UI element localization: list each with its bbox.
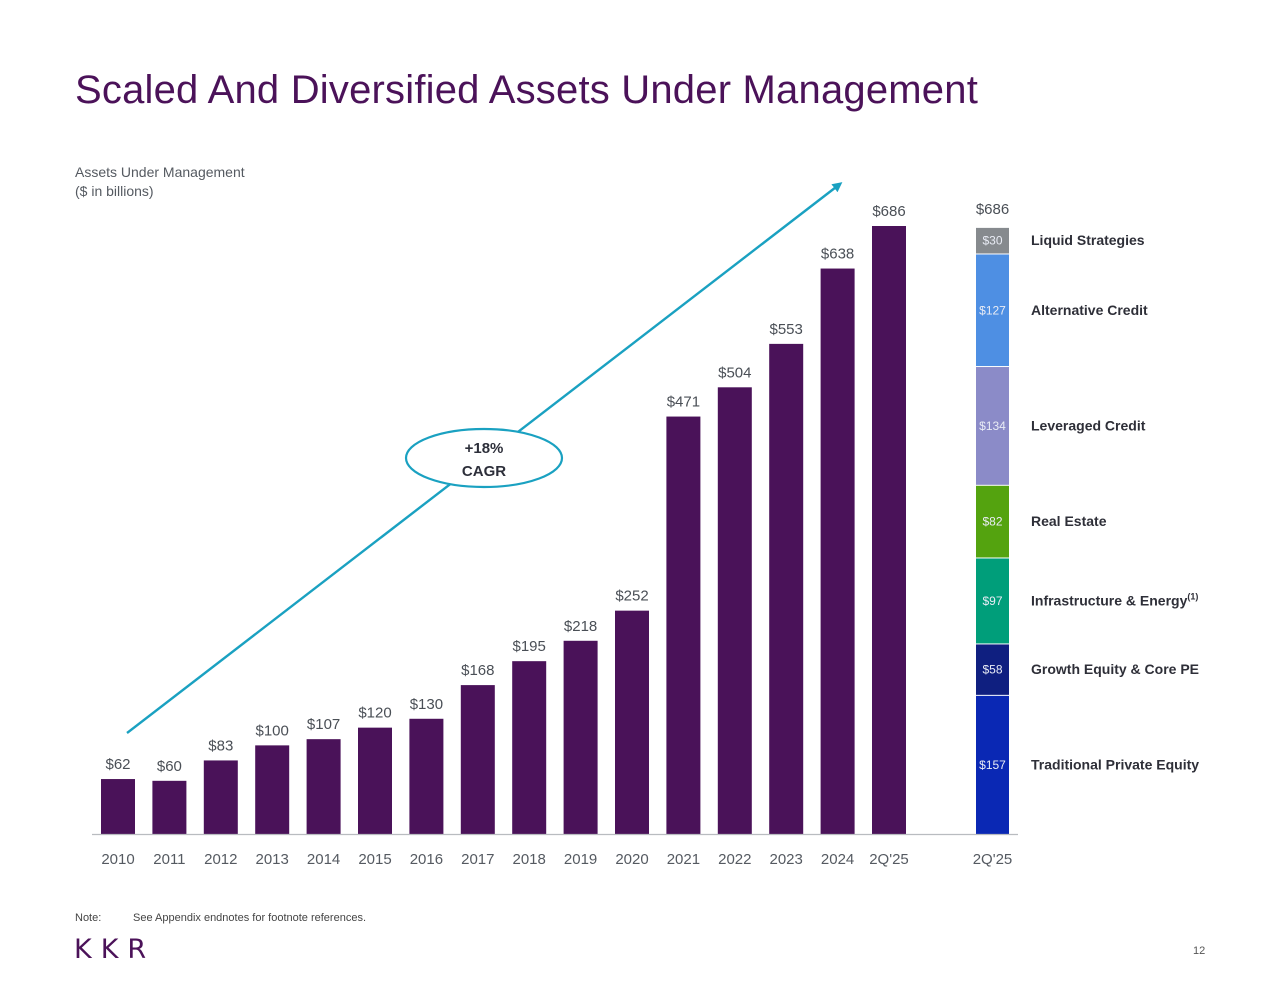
x-tick-2024: 2024 [821,851,854,868]
legend-leveraged-credit: Leveraged Credit [1031,417,1146,433]
bar-2016 [409,718,444,834]
note-text: See Appendix endnotes for footnote refer… [133,912,366,924]
legend-growth-equity-core-pe: Growth Equity & Core PE [1031,661,1199,677]
aum-chart: +18% CAGR $62 $60 $83 $100 $107 $120 $130 $168 $1… [92,182,1199,868]
x-tick-2022: 2022 [718,851,751,868]
bar-label-2014: $107 [307,716,340,733]
stack-value-leveraged-credit: $134 [979,419,1006,433]
x-tick-2010: 2010 [101,851,134,868]
x-tick-2011: 2011 [153,851,185,868]
bar-2020 [615,610,649,834]
stack-value-growth-equity-core-pe: $58 [982,663,1002,677]
legend-footnote: (1) [1187,591,1198,601]
legend-liquid-strategies: Liquid Strategies [1031,232,1145,248]
subtitle-line-1: Assets Under Management [75,164,245,180]
legend-real-estate: Real Estate [1031,513,1107,529]
bar-label-2016: $130 [410,696,443,713]
bar-2012 [203,760,238,834]
subtitle-line-2: ($ in billions) [75,183,154,199]
bar-label-2013: $100 [256,722,289,739]
stack-value-real-estate: $82 [982,515,1002,529]
bar-label-2024: $638 [821,246,854,263]
cagr-ellipse [404,427,564,489]
stack-value-infrastructure-energy: $97 [982,594,1002,608]
bar-label-2010: $62 [105,756,130,773]
legend-traditional-private-equity: Traditional Private Equity [1031,756,1199,772]
note-label: Note: [75,912,102,924]
x-tick-stack: 2Q'25 [973,851,1013,868]
stack-segment-real-estate [976,485,1009,558]
stack-segment-infrastructure-energy [976,558,1009,644]
bar-2024 [820,268,855,835]
bar-2014 [306,739,341,834]
x-tick-2017: 2017 [461,851,494,868]
cagr-value: +18% [465,440,504,457]
chart-subtitle: Assets Under Management ($ in billions) [75,163,245,201]
bar-2010 [101,779,135,834]
stack-segment-leveraged-credit [976,367,1009,485]
legend-infrastructure-energy: Infrastructure & Energy(1) [1031,591,1198,608]
stack-segment-traditional-private-equity [976,695,1009,834]
bar-label-2017: $168 [461,662,494,679]
stack-segment-liquid-strategies [976,227,1009,254]
x-tick-2015: 2015 [358,851,391,868]
bar-2023 [769,343,804,834]
bar-label-2012: $83 [208,737,233,754]
stack-segment-alternative-credit [976,254,1009,367]
bar-2013 [255,745,290,834]
bar-2019 [563,640,598,834]
kkr-logo: KKR [74,934,156,965]
footnote: Note: See Appendix endnotes for footnote … [75,912,366,924]
x-tick-2020: 2020 [615,851,648,868]
stack-value-liquid-strategies: $30 [982,234,1002,248]
bar-2017 [460,685,495,834]
x-tick-2014: 2014 [307,851,340,868]
x-tick-2023: 2023 [770,851,803,868]
stack-value-alternative-credit: $127 [979,303,1006,317]
x-tick-2012: 2012 [204,851,237,868]
x-tick-2018: 2018 [513,851,546,868]
x-tick-2019: 2019 [564,851,597,868]
bar-2011 [152,780,187,834]
legend-alternative-credit: Alternative Credit [1031,302,1148,318]
stack-total-label: $686 [976,201,1009,218]
x-tick-2021: 2021 [667,851,700,868]
page-title: Scaled And Diversified Assets Under Mana… [75,68,979,112]
x-tick-2016: 2016 [410,851,443,868]
bar-label-2020: $252 [615,588,648,605]
bar-label-2022: $504 [718,364,751,381]
bar-label-2015: $120 [358,705,391,722]
bar-label-2Q'25: $686 [872,203,905,220]
bar-2021 [666,416,701,834]
stack-segment-growth-equity-core-pe [976,644,1009,695]
x-tick-2013: 2013 [256,851,289,868]
bar-2Q'25 [872,226,906,834]
bar-label-2011: $60 [157,758,182,775]
page-number: 12 [1193,945,1206,957]
bar-label-2018: $195 [513,638,546,655]
bar-label-2023: $553 [770,321,803,338]
x-tick-2Q'25: 2Q'25 [869,851,909,868]
bar-2015 [358,727,392,834]
bar-label-2019: $218 [564,618,597,635]
bar-2022 [717,387,752,834]
stack-value-traditional-private-equity: $157 [979,758,1006,772]
bar-2018 [512,661,547,834]
cagr-label: CAGR [462,463,506,480]
bar-label-2021: $471 [667,394,700,411]
